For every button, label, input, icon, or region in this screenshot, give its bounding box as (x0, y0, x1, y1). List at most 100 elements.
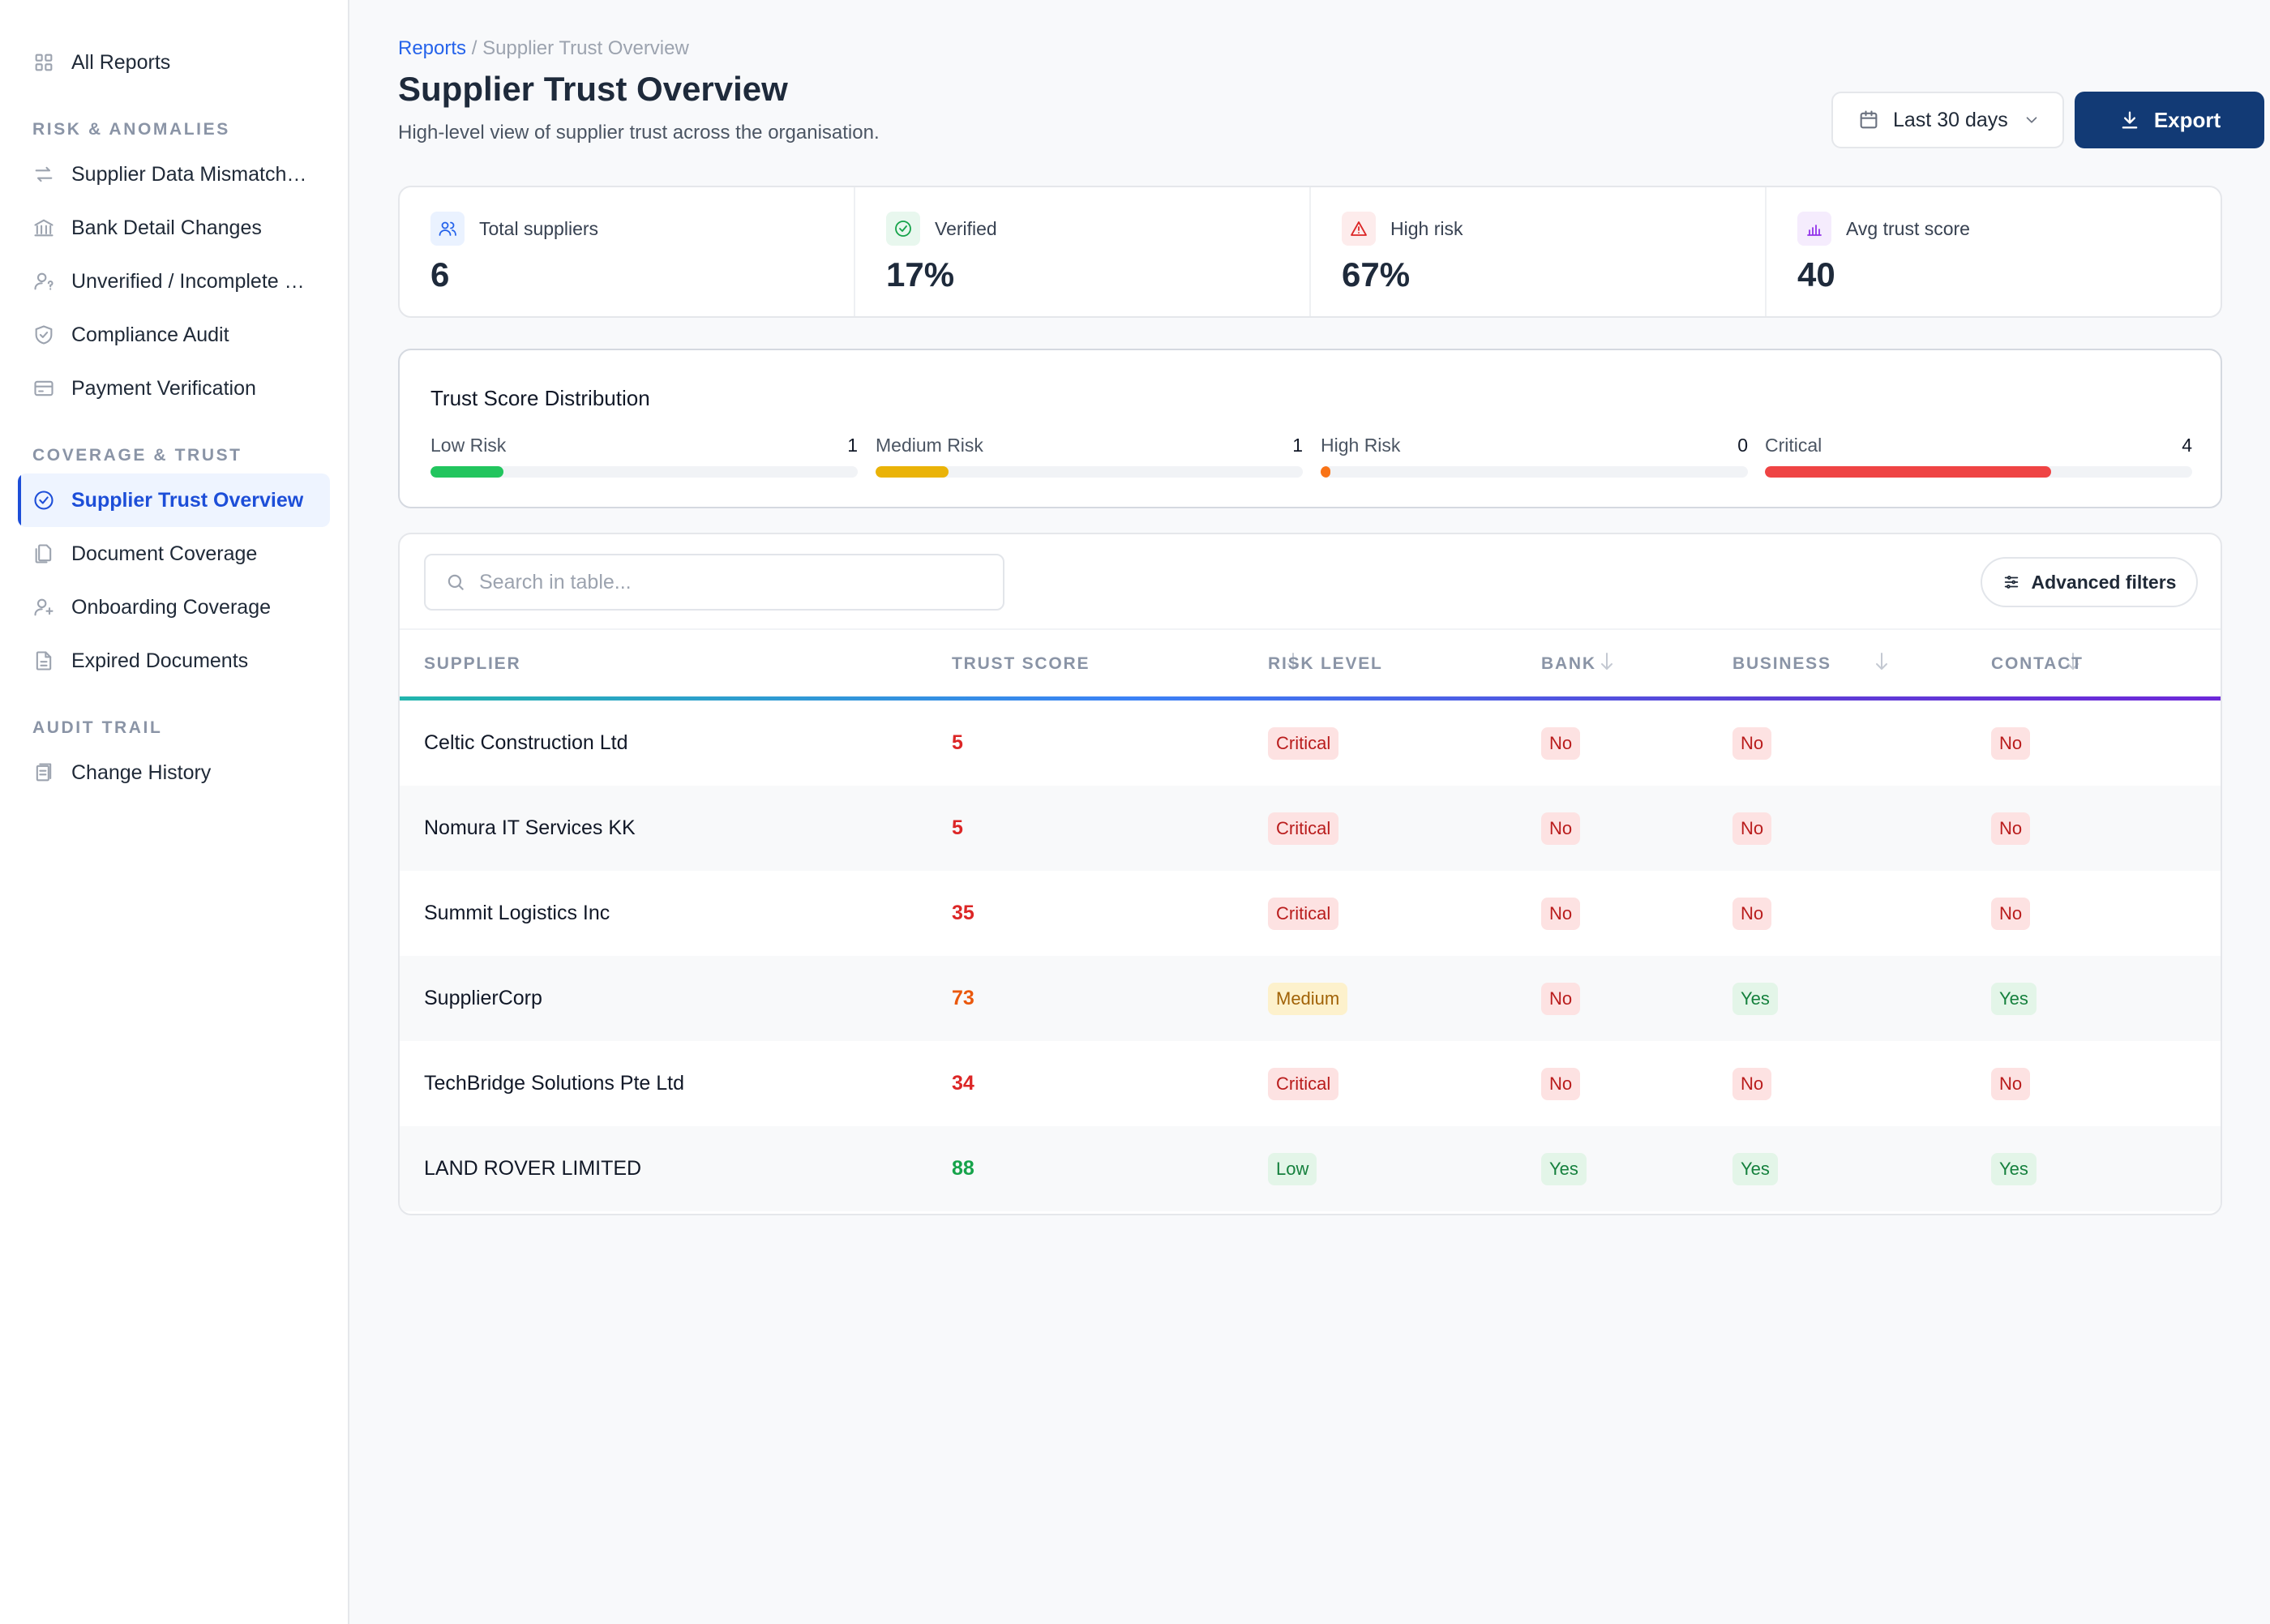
sidebar-item-label: Supplier Trust Overview (71, 488, 304, 512)
breadcrumb-link-reports[interactable]: Reports (398, 37, 467, 59)
column-header-risk-level[interactable]: RISK LEVEL (1268, 654, 1383, 673)
risk-badge: Critical (1268, 726, 1339, 760)
stat-card-total-suppliers: Total suppliers 6 (400, 187, 855, 316)
stat-card-avg-trust-score: Avg trust score 40 (1767, 187, 2221, 316)
user-question-icon (32, 270, 55, 293)
risk-badge: Critical (1268, 1067, 1339, 1100)
table-row[interactable]: LAND ROVER LIMITED 88 Low Yes Yes Yes (400, 1126, 2221, 1211)
download-icon (2118, 109, 2154, 131)
credit-card-icon (32, 377, 55, 400)
sidebar-item-unverified-incomplete[interactable]: Unverified / Incomplete … (18, 255, 330, 308)
stat-value: 6 (430, 255, 450, 294)
table-row[interactable]: TechBridge Solutions Pte Ltd 34 Critical… (400, 1041, 2221, 1126)
table-row[interactable]: Summit Logistics Inc 35 Critical No No N… (400, 871, 2221, 956)
stats-row: Total suppliers 6 Verified 17% High risk… (398, 186, 2222, 318)
sidebar-item-bank-detail-changes[interactable]: Bank Detail Changes (18, 201, 330, 255)
sidebar: All Reports RISK & ANOMALIES Supplier Da… (0, 0, 349, 1624)
page-title: Supplier Trust Overview (398, 70, 788, 108)
sidebar-item-all-reports[interactable]: All Reports (18, 36, 330, 89)
stat-label: Avg trust score (1846, 217, 1970, 239)
shield-check-icon (32, 324, 55, 346)
page-subtitle: High-level view of supplier trust across… (398, 122, 880, 144)
cell-trust-score: 34 (952, 1072, 974, 1095)
distribution-count: 1 (847, 435, 858, 456)
sort-arrow-icon[interactable] (1874, 651, 1890, 676)
warning-icon (1342, 212, 1376, 246)
column-header-supplier[interactable]: SUPPLIER (424, 654, 521, 673)
grid-icon (32, 51, 55, 74)
bank-badge: No (1541, 897, 1581, 930)
distribution-bar (430, 466, 858, 478)
table-row[interactable]: Celtic Construction Ltd 5 Critical No No… (400, 701, 2221, 786)
table-row[interactable]: SupplierCorp 73 Medium No Yes Yes (400, 956, 2221, 1041)
cell-trust-score: 5 (952, 816, 963, 839)
contact-badge: No (1991, 1067, 2031, 1100)
cell-trust-score: 5 (952, 731, 963, 754)
cell-trust-score: 73 (952, 987, 974, 1009)
distribution-label: Critical (1765, 435, 1822, 456)
bank-badge: Yes (1541, 1152, 1587, 1185)
cell-trust-score: 88 (952, 1157, 974, 1180)
column-header-business[interactable]: BUSINESS (1732, 654, 1831, 673)
sort-arrow-icon[interactable] (1599, 651, 1615, 676)
sidebar-item-label: Supplier Data Mismatch… (71, 162, 307, 186)
stat-label: High risk (1390, 217, 1463, 239)
swap-icon (32, 163, 55, 186)
stat-value: 67% (1342, 255, 1411, 294)
breadcrumb: Reports / Supplier Trust Overview (398, 37, 689, 60)
user-plus-icon (32, 596, 55, 619)
breadcrumb-separator: / (466, 37, 483, 59)
column-header-contact[interactable]: CONTACT (1991, 654, 2084, 673)
export-button[interactable]: Export (2075, 92, 2264, 148)
sidebar-section-title: RISK & ANOMALIES (32, 120, 230, 139)
risk-badge: Low (1268, 1152, 1317, 1185)
sidebar-item-payment-verification[interactable]: Payment Verification (18, 362, 330, 415)
cell-supplier: LAND ROVER LIMITED (424, 1157, 642, 1180)
risk-badge: Critical (1268, 897, 1339, 930)
search-input[interactable] (479, 570, 966, 594)
sidebar-item-change-history[interactable]: Change History (18, 746, 330, 799)
trust-score-distribution: Trust Score Distribution Low Risk 1 Mediu… (398, 349, 2222, 508)
sidebar-item-document-coverage[interactable]: Document Coverage (18, 527, 330, 581)
cell-supplier: Summit Logistics Inc (424, 902, 610, 924)
distribution-count: 0 (1737, 435, 1748, 456)
users-icon (430, 212, 465, 246)
business-badge: No (1732, 726, 1772, 760)
sidebar-item-supplier-data-mismatch[interactable]: Supplier Data Mismatch… (18, 148, 330, 201)
history-icon (32, 761, 55, 784)
column-header-bank[interactable]: BANK (1541, 654, 1596, 673)
advanced-filters-button[interactable]: Advanced filters (1981, 557, 2198, 607)
business-badge: Yes (1732, 1152, 1778, 1185)
bank-badge: No (1541, 812, 1581, 845)
stat-card-verified: Verified 17% (855, 187, 1311, 316)
sidebar-item-supplier-trust-overview[interactable]: Supplier Trust Overview (18, 473, 330, 527)
advanced-filters-label: Advanced filters (2031, 571, 2177, 593)
contact-badge: No (1991, 897, 2031, 930)
stat-card-high-risk: High risk 67% (1311, 187, 1767, 316)
date-range-dropdown[interactable]: Last 30 days (1831, 92, 2064, 148)
risk-badge: Medium (1268, 982, 1348, 1015)
distribution-bar (1321, 466, 1748, 478)
sidebar-item-compliance-audit[interactable]: Compliance Audit (18, 308, 330, 362)
breadcrumb-current: Supplier Trust Overview (482, 37, 689, 59)
distribution-bar (1765, 466, 2192, 478)
sort-arrow-icon[interactable] (1285, 651, 1301, 676)
table-row[interactable]: Nomura IT Services KK 5 Critical No No N… (400, 786, 2221, 871)
distribution-count: 4 (2182, 435, 2192, 456)
search-icon (445, 572, 479, 593)
check-circle-icon (886, 212, 920, 246)
contact-badge: No (1991, 812, 2031, 845)
sidebar-item-label: Change History (71, 761, 212, 784)
sidebar-item-label: Document Coverage (71, 542, 258, 565)
stat-label: Verified (935, 217, 997, 239)
sidebar-item-onboarding-coverage[interactable]: Onboarding Coverage (18, 581, 330, 634)
bar-chart-icon (1797, 212, 1831, 246)
sidebar-item-expired-documents[interactable]: Expired Documents (18, 634, 330, 688)
sidebar-item-label: Unverified / Incomplete … (71, 269, 305, 293)
column-header-trust-score[interactable]: TRUST SCORE (952, 654, 1090, 673)
bank-badge: No (1541, 726, 1581, 760)
distribution-title: Trust Score Distribution (430, 386, 650, 410)
sidebar-section-title: COVERAGE & TRUST (32, 446, 242, 465)
sort-arrow-icon[interactable] (2065, 651, 2081, 676)
check-circle-icon (32, 489, 55, 512)
